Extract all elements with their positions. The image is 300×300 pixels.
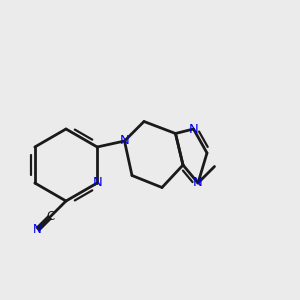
Text: N: N <box>33 223 42 236</box>
Text: N: N <box>189 122 198 136</box>
Text: N: N <box>193 176 203 190</box>
Text: C: C <box>46 210 54 224</box>
Text: N: N <box>92 176 102 190</box>
Text: N: N <box>120 134 129 148</box>
